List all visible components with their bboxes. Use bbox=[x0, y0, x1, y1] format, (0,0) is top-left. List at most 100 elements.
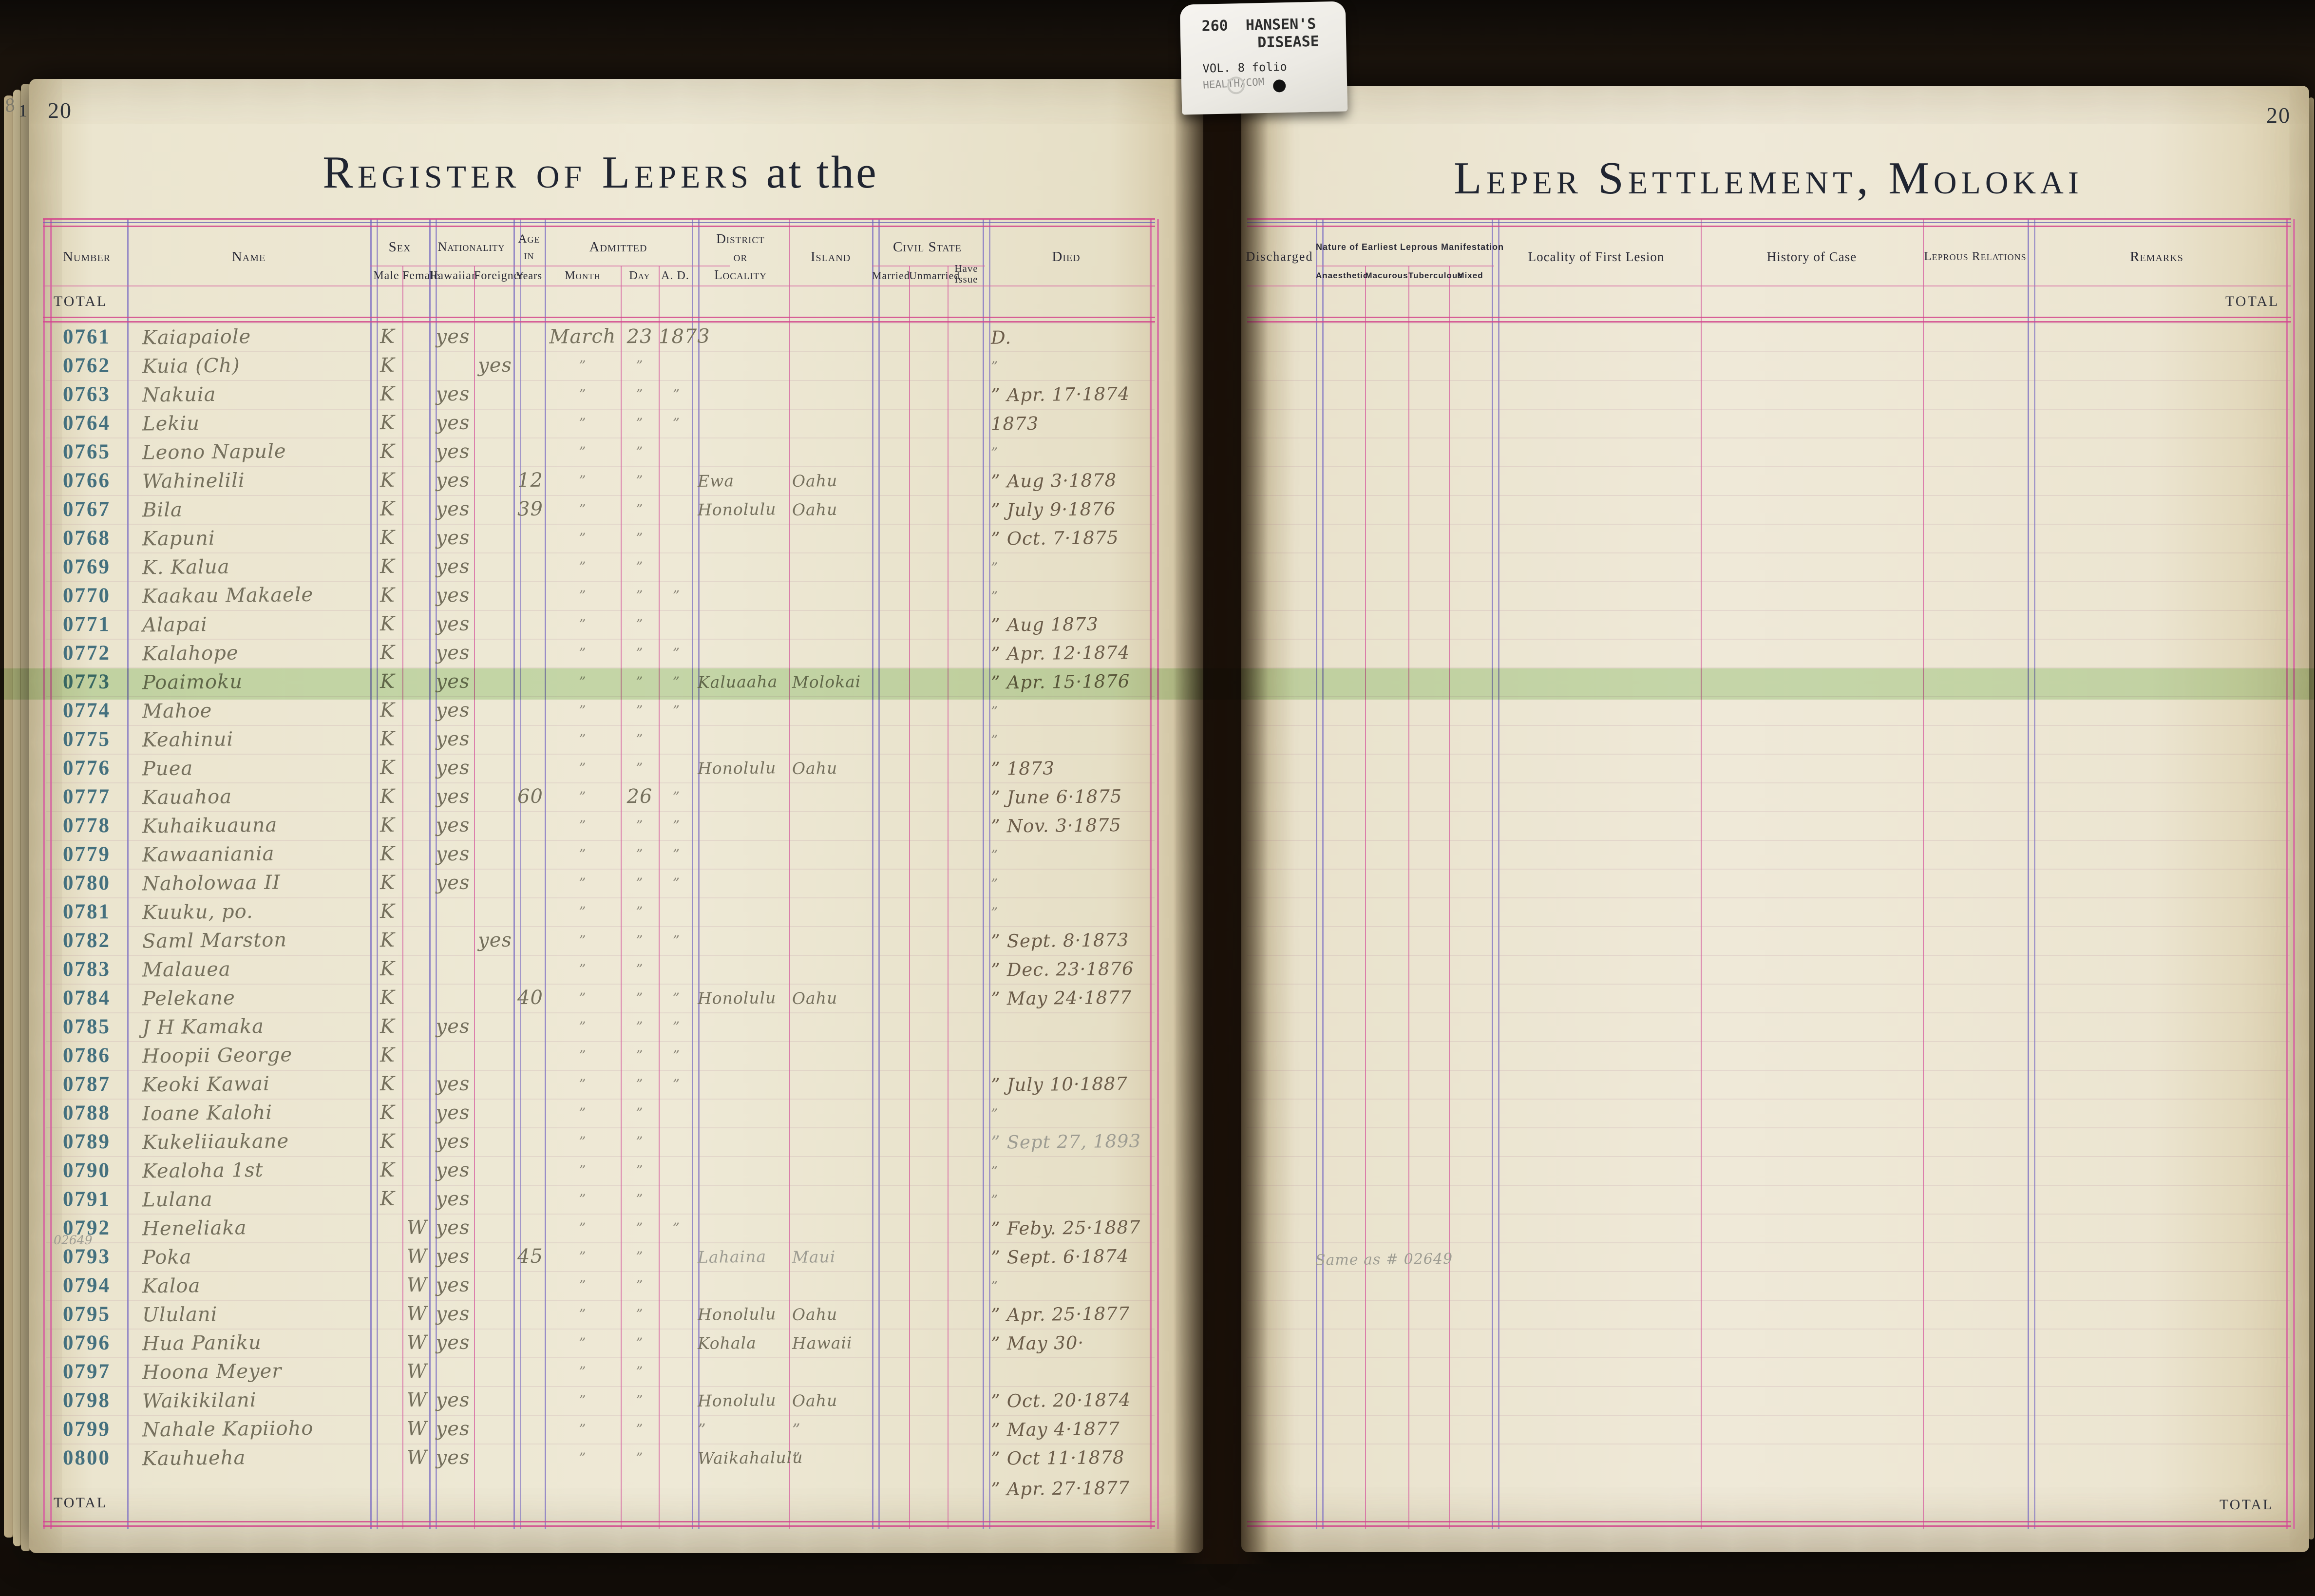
cell-haw: yes bbox=[436, 1273, 470, 1297]
cell-island: Hawaii bbox=[792, 1333, 853, 1353]
cell-month: ” bbox=[579, 1334, 587, 1351]
cell-month: ” bbox=[579, 443, 587, 460]
cell-male: K bbox=[380, 641, 396, 665]
cell-num: 0778 bbox=[63, 814, 111, 837]
cell-day: ” bbox=[636, 1363, 644, 1380]
cell-age: 45 bbox=[517, 1245, 544, 1268]
cell-name: Lekiu bbox=[142, 412, 200, 436]
pencil-note: Same as # 02649 bbox=[1315, 1250, 1453, 1269]
cell-num: 0796 bbox=[63, 1331, 111, 1354]
cell-name: Alapai bbox=[142, 613, 208, 637]
cell-day: ” bbox=[636, 501, 644, 518]
cell-died: ” Oct. 7·1875 bbox=[990, 527, 1119, 550]
cell-died: ” Apr. 12·1874 bbox=[990, 642, 1130, 665]
cell-day: ” bbox=[636, 1104, 644, 1121]
rule bbox=[948, 266, 949, 1529]
page-title-left: Register of Lepers at the bbox=[46, 146, 1155, 199]
cell-name: Kauhueha bbox=[142, 1446, 246, 1470]
cell-died: ” May 4·1877 bbox=[990, 1418, 1120, 1441]
cell-month: ” bbox=[579, 1363, 587, 1380]
cell-haw: yes bbox=[436, 1417, 470, 1441]
cell-num: 0764 bbox=[63, 412, 111, 435]
punch-hole-outline bbox=[1227, 76, 1245, 95]
rule bbox=[1247, 321, 2291, 323]
cell-name: Saml Marston bbox=[142, 929, 287, 953]
ledger-page-right bbox=[1241, 86, 2309, 1552]
cell-month: ” bbox=[579, 989, 587, 1007]
cell-num: 0766 bbox=[63, 469, 111, 492]
book-page-edge bbox=[2308, 97, 2314, 1539]
cell-num: 0767 bbox=[63, 498, 111, 521]
cell-died: ” bbox=[990, 444, 999, 461]
cell-age: 39 bbox=[517, 497, 544, 521]
rule bbox=[545, 219, 546, 1529]
cell-num: 0797 bbox=[63, 1360, 111, 1383]
cell-day: ” bbox=[636, 558, 644, 575]
cell-name: Puea bbox=[142, 757, 193, 780]
cell-haw: yes bbox=[436, 440, 470, 463]
cell-male: K bbox=[380, 325, 396, 348]
cell-age: 40 bbox=[517, 986, 544, 1009]
cell-num: 0800 bbox=[63, 1446, 111, 1469]
cell-num: 0781 bbox=[63, 900, 111, 923]
rule bbox=[1247, 222, 2291, 223]
cell-district: Waikahalulu bbox=[697, 1447, 803, 1468]
cell-haw: yes bbox=[436, 497, 470, 521]
cell-island: Oahu bbox=[792, 499, 838, 519]
rule bbox=[43, 222, 1155, 223]
cell-island: Oahu bbox=[792, 471, 838, 491]
cell-died: ” bbox=[990, 1163, 999, 1179]
cell-male: K bbox=[380, 842, 396, 866]
cell-num: 0783 bbox=[63, 958, 111, 981]
cell-day: ” bbox=[636, 1306, 644, 1323]
cell-male: K bbox=[380, 354, 396, 377]
total-label-top-left: TOTAL bbox=[54, 293, 108, 309]
rule bbox=[43, 1521, 1155, 1522]
cell-num: 0786 bbox=[63, 1044, 111, 1067]
cell-day: ” bbox=[636, 645, 644, 662]
cell-died: ” bbox=[990, 559, 999, 576]
cell-age: 60 bbox=[517, 785, 544, 808]
cell-name: Kaakau Makaele bbox=[142, 583, 314, 608]
cell-haw: yes bbox=[436, 382, 470, 406]
cell-name: Hoona Meyer bbox=[142, 1360, 282, 1384]
cell-num: 0772 bbox=[63, 642, 111, 665]
cell-num: 0774 bbox=[63, 699, 111, 722]
cell-died: ” Sept 27, 1893 bbox=[990, 1130, 1141, 1153]
cell-num: 0799 bbox=[63, 1418, 111, 1441]
col-header-ad: A. D. bbox=[661, 269, 689, 282]
cell-name: Kalahope bbox=[142, 642, 239, 665]
title-suffix: at the bbox=[753, 147, 878, 198]
cell-month: ” bbox=[579, 1104, 587, 1121]
cell-name: Pelekane bbox=[142, 987, 236, 1010]
cell-day: ” bbox=[636, 731, 644, 748]
cell-male: K bbox=[380, 785, 396, 808]
rule bbox=[872, 219, 880, 1529]
cell-died: ” Oct 11·1878 bbox=[990, 1446, 1125, 1469]
rule bbox=[1365, 266, 1366, 1529]
cell-day: ” bbox=[636, 989, 644, 1007]
cell-month: ” bbox=[579, 846, 587, 863]
cell-month: ” bbox=[579, 501, 587, 518]
cell-name: Kuuku, po. bbox=[142, 900, 253, 924]
cell-died: ” Aug 3·1878 bbox=[990, 470, 1117, 492]
cell-died: ” July 9·1876 bbox=[990, 498, 1116, 521]
cell-male: K bbox=[380, 814, 396, 837]
cell-month: ” bbox=[579, 530, 587, 547]
cell-month: ” bbox=[579, 1306, 587, 1323]
rule bbox=[1247, 218, 2291, 220]
cell-haw: yes bbox=[436, 699, 470, 722]
rule bbox=[789, 219, 790, 1529]
cell-num: 0762 bbox=[63, 354, 111, 377]
rule bbox=[43, 219, 52, 1529]
cell-ad: ” bbox=[672, 1018, 681, 1035]
cell-male: K bbox=[380, 584, 396, 607]
cell-ad: ” bbox=[672, 415, 681, 432]
